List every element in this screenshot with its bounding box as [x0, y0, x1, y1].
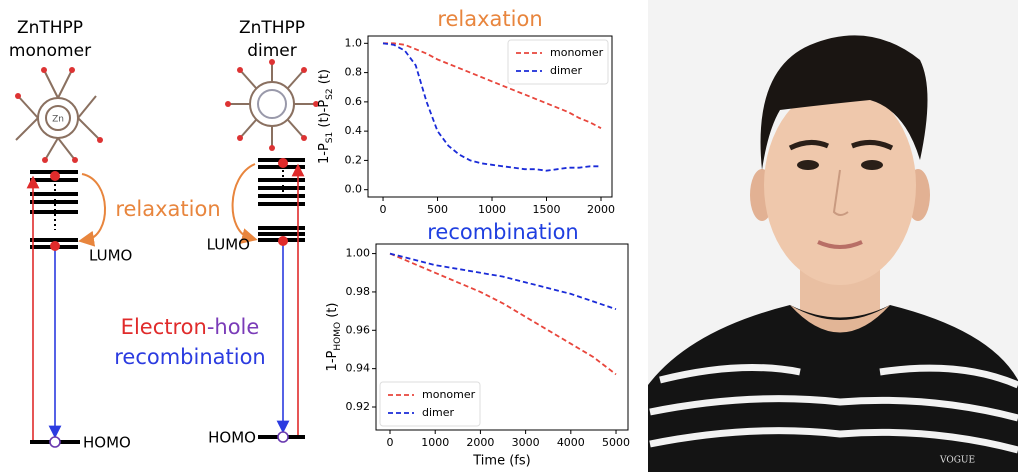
y-axis-label-part: (t)-P	[317, 100, 332, 132]
homo-label: HOMO	[83, 434, 131, 452]
series-line	[389, 252, 617, 376]
atom-label: Zn	[52, 115, 64, 125]
y-tick-label: 1.00	[346, 247, 371, 260]
y-axis-label-part: S1	[325, 132, 335, 143]
plot-frame	[375, 243, 629, 431]
relaxation-label: relaxation	[115, 197, 220, 221]
x-tick-label: 0	[387, 436, 394, 449]
chart-title: recombination	[427, 220, 579, 244]
x-tick-label: 2000	[587, 203, 615, 216]
molecule-label: dimer	[247, 41, 297, 61]
dimer-diagram: ZnTHPP dimer LUMO HOMO	[207, 18, 319, 447]
y-axis-label: 1-PS1 (t)-PS2 (t)	[317, 69, 335, 164]
relaxation-arrow	[231, 163, 258, 244]
molecule-sketch	[15, 67, 103, 163]
y-tick-label: 0.4	[345, 124, 363, 137]
legend-label: dimer	[550, 64, 583, 77]
plot-frame	[367, 35, 613, 198]
recombination-line: recombination	[114, 345, 266, 369]
y-axis-label: 1-PHOMO (t)	[325, 303, 343, 372]
series-line	[382, 42, 601, 172]
legend-box	[507, 39, 609, 85]
y-tick-label: 0.2	[345, 153, 363, 166]
lumo-label: LUMO	[89, 247, 132, 265]
y-axis-label-part: HOMO	[333, 322, 343, 351]
electron	[278, 158, 288, 168]
legend-label: dimer	[422, 406, 455, 419]
y-axis-label-part: (t)	[317, 69, 332, 88]
x-tick-label: 0	[380, 203, 387, 216]
hole-word: -hole	[207, 315, 260, 339]
y-tick-label: 1.0	[345, 36, 363, 49]
y-axis-label-part: (t)	[325, 303, 340, 322]
y-tick-label: 0.0	[345, 183, 363, 196]
legend-box	[379, 381, 481, 427]
portrait: VOGUE	[648, 0, 1018, 472]
x-tick-label: 3000	[512, 436, 540, 449]
molecule-label: monomer	[9, 41, 91, 61]
y-axis-label-part: S2	[325, 88, 335, 99]
hole	[277, 431, 289, 443]
hole	[49, 436, 61, 448]
legend-label: monomer	[550, 46, 604, 59]
y-tick-label: 0.92	[346, 400, 371, 413]
x-tick-label: 1500	[533, 203, 561, 216]
series-line	[389, 252, 617, 311]
homo-label: HOMO	[208, 429, 256, 447]
legend-label: monomer	[422, 388, 476, 401]
x-tick-label: 500	[427, 203, 448, 216]
x-tick-label: 5000	[602, 436, 630, 449]
y-tick-label: 0.8	[345, 66, 363, 79]
relaxation-arrow	[78, 173, 106, 247]
y-tick-label: 0.96	[346, 323, 371, 336]
y-tick-label: 0.98	[346, 285, 371, 298]
molecule-name: ZnTHPP	[239, 18, 305, 38]
y-axis-label-part: 1-P	[317, 143, 332, 164]
y-tick-label: 0.6	[345, 95, 363, 108]
electron	[50, 241, 60, 251]
recombination-title: Electron-hole	[121, 315, 260, 339]
x-tick-label: 2000	[466, 436, 494, 449]
x-axis-label: Time (fs)	[472, 454, 530, 469]
charts: relaxation 0 500 1000 1500 2000 0.0 0.2 0.4 0.6 0.…	[317, 7, 631, 469]
y-axis-label-part: 1-P	[325, 350, 340, 371]
y-tick-label: 0.94	[346, 362, 371, 375]
electron	[50, 171, 60, 181]
chart-title: relaxation	[437, 7, 542, 31]
molecule-name: ZnTHPP	[17, 18, 83, 38]
series-line	[383, 42, 602, 129]
electron	[278, 236, 288, 246]
x-tick-label: 4000	[557, 436, 585, 449]
monomer-diagram: ZnTHPP monomer Zn LUMO HOMO	[9, 18, 132, 452]
shirt-text: VOGUE	[939, 456, 975, 466]
electron-word: Electron	[121, 315, 207, 339]
lumo-label: LUMO	[207, 236, 250, 254]
molecule-sketch	[225, 59, 319, 151]
x-tick-label: 1000	[421, 436, 449, 449]
x-tick-label: 1000	[478, 203, 506, 216]
